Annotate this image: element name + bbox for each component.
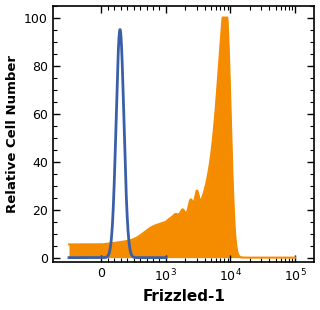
X-axis label: Frizzled-1: Frizzled-1 <box>142 290 225 304</box>
Y-axis label: Relative Cell Number: Relative Cell Number <box>5 55 19 213</box>
